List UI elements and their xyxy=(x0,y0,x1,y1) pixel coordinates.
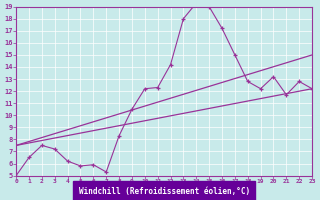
X-axis label: Windchill (Refroidissement éolien,°C): Windchill (Refroidissement éolien,°C) xyxy=(78,187,250,196)
